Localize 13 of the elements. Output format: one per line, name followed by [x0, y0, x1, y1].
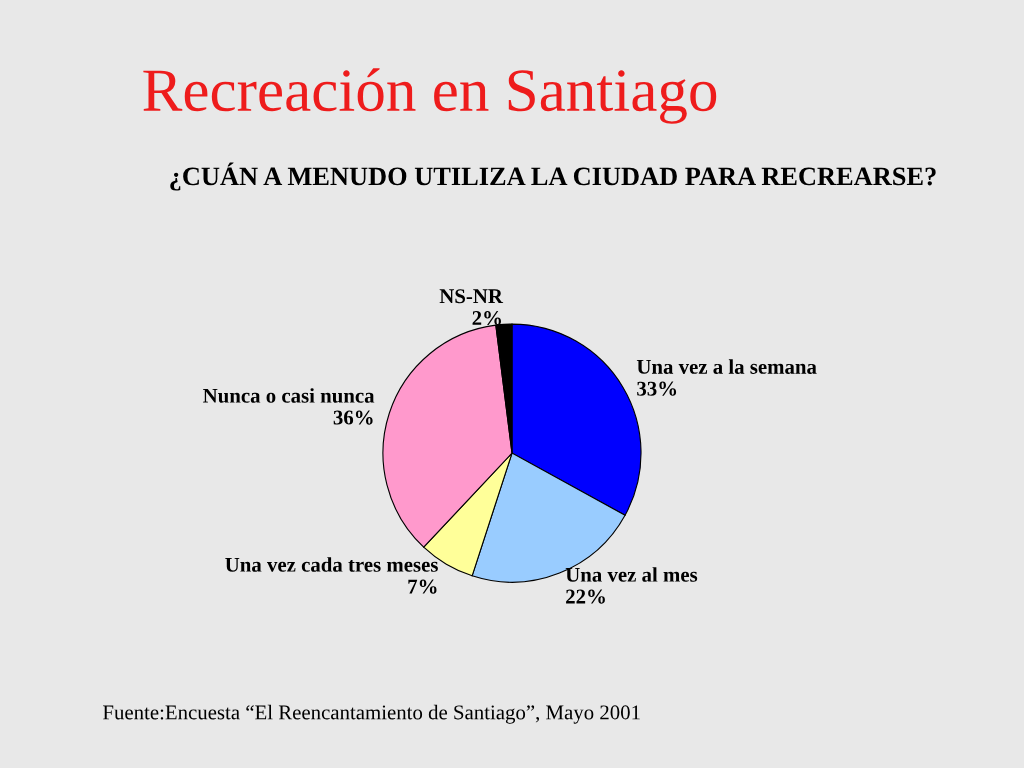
data-label: 2%	[472, 310, 501, 326]
data-label: 33%	[637, 381, 677, 396]
slice-label: NS-NR	[439, 289, 504, 304]
data-label: 7%	[408, 579, 437, 594]
slice-label: Una vez cada tres meses	[225, 557, 438, 572]
data-label: 22%	[566, 589, 605, 604]
slice-label: Una vez al mes	[565, 567, 698, 582]
chart-subtitle: ¿CUÁN A MENUDO UTILIZA LA CIUDAD PARA RECREARSE?	[170, 162, 936, 191]
data-label: 36%	[333, 410, 373, 425]
source-note: Fuente:Encuesta “El Reencantamiento de Santiago”, Mayo 2001	[103, 704, 640, 724]
slice-label: Nunca o casi nunca	[203, 388, 375, 403]
chart-title: Recreación en Santiago	[143, 68, 717, 124]
slice-label: Una vez a la semana	[636, 359, 817, 374]
